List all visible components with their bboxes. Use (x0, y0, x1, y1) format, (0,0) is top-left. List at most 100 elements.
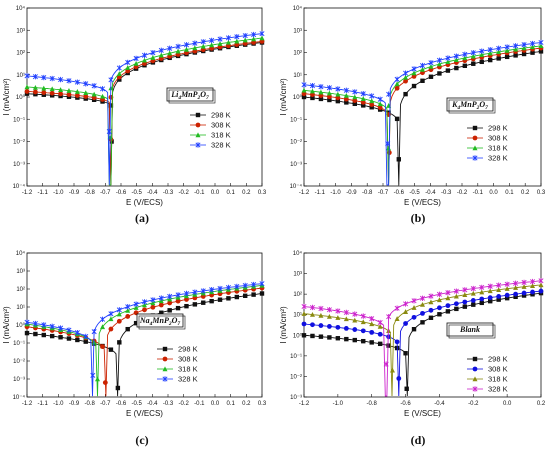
data-point (411, 83, 417, 89)
data-point (436, 297, 442, 303)
data-point (309, 88, 315, 94)
y-tick-label: 10⁻⁴ (13, 394, 26, 401)
data-point (108, 77, 114, 83)
data-point (108, 316, 114, 322)
data-point (327, 335, 332, 340)
data-point (251, 281, 257, 288)
x-tick-label: 0.3 (258, 190, 267, 196)
data-point (369, 93, 375, 99)
data-point (538, 282, 544, 288)
data-point (117, 77, 122, 82)
data-point (369, 329, 375, 335)
x-tick-label: -0.2 (457, 190, 468, 196)
data-point (530, 283, 536, 288)
legend-marker (195, 142, 201, 148)
data-point (141, 299, 148, 305)
x-tick-label: -1.1 (37, 190, 48, 196)
data-point (504, 44, 510, 50)
sample-text: K (451, 100, 458, 109)
y-tick-label: 10⁻¹ (13, 341, 25, 347)
y-tick-label: 10⁻³ (13, 377, 25, 383)
data-point (200, 43, 206, 49)
legend-entry: 328 K (488, 385, 508, 394)
data-point (352, 94, 358, 100)
legend-entry: 308 K (488, 134, 508, 143)
data-point (24, 89, 30, 94)
y-tick-label: 10³ (293, 28, 302, 34)
y-tick-label: 10² (16, 287, 25, 293)
data-point (133, 61, 139, 66)
data-point (66, 92, 72, 97)
sample-text: MnP (180, 90, 198, 99)
data-point (360, 313, 366, 319)
data-point (521, 293, 527, 298)
x-tick-label: -0.8 (367, 401, 378, 407)
legend-marker (472, 155, 478, 161)
data-point (115, 385, 121, 391)
data-point (411, 305, 417, 310)
data-point (428, 307, 434, 313)
data-point (470, 53, 476, 59)
legend-marker (162, 356, 168, 362)
y-tick-label: 10⁴ (293, 250, 303, 257)
x-tick-label: 0.3 (537, 190, 546, 196)
series-318-K (301, 282, 544, 397)
y-tick-label: 10³ (293, 272, 302, 278)
sample-text: O (172, 316, 178, 325)
data-point (513, 46, 519, 52)
series-308-K (24, 38, 265, 185)
data-point (437, 71, 442, 76)
x-tick-label: -0.9 (346, 190, 357, 196)
data-point (538, 39, 544, 46)
data-point (436, 61, 442, 67)
series-318-K (301, 43, 544, 185)
x-tick-label: -1.2 (22, 190, 33, 196)
data-point (445, 68, 451, 73)
data-point (377, 101, 383, 107)
data-point (394, 305, 400, 311)
data-point (209, 42, 215, 48)
data-point (396, 376, 402, 381)
data-point (386, 334, 392, 340)
sample-frame (136, 313, 184, 328)
legend-entry: 318 K (488, 375, 508, 384)
data-point (496, 287, 502, 292)
data-point (100, 86, 106, 92)
data-point (116, 311, 122, 317)
data-point (133, 320, 139, 326)
x-tick-label: 0.2 (242, 401, 251, 407)
data-point (167, 308, 172, 313)
y-tick-label: 10⁻³ (290, 395, 302, 401)
sample-subscript: 2 (476, 105, 480, 111)
data-point (125, 59, 131, 66)
data-point (100, 324, 106, 330)
data-point (462, 51, 468, 58)
data-point (310, 95, 315, 101)
x-tick-label: -0.2 (178, 190, 189, 196)
data-point (411, 298, 417, 304)
legend-entry: 318 K (178, 365, 198, 374)
x-tick-label: -0.8 (84, 401, 95, 407)
data-point (389, 367, 395, 373)
data-point (159, 310, 164, 315)
data-point (95, 376, 100, 382)
data-point (66, 327, 72, 333)
data-point (32, 320, 38, 327)
legend-marker (472, 366, 478, 372)
data-point (496, 297, 501, 302)
x-tick-label: -0.5 (131, 190, 142, 196)
data-point (209, 298, 214, 304)
data-point (318, 334, 324, 339)
sample-label: Na4MnP2O7 (139, 316, 181, 327)
data-point (24, 319, 30, 325)
sample-text: Li (170, 90, 179, 99)
data-point (142, 307, 147, 313)
data-point (175, 292, 181, 298)
data-point (225, 39, 231, 45)
x-tick-label: 0.1 (505, 190, 514, 196)
data-point (141, 52, 148, 59)
data-point (183, 42, 189, 48)
x-tick-label: -1.0 (333, 401, 344, 407)
data-point (394, 339, 400, 345)
